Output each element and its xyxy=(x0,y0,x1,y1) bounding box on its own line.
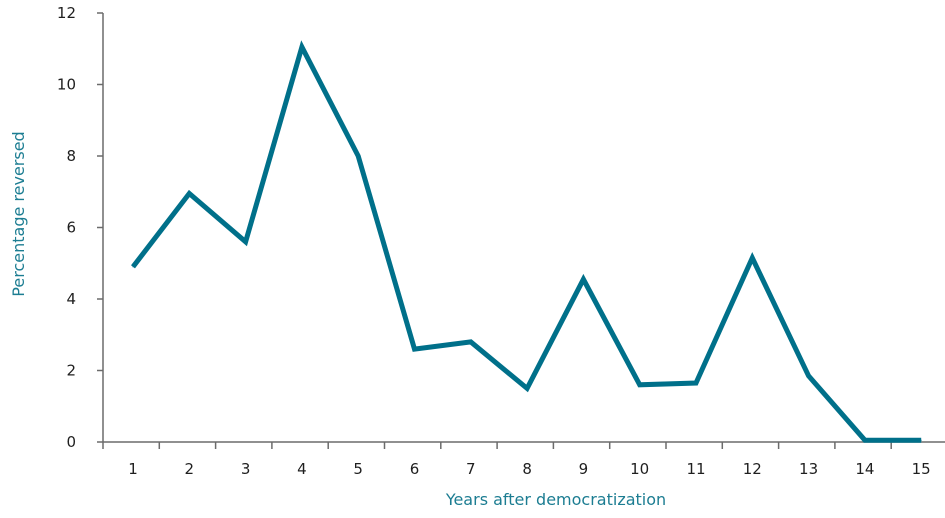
data-point xyxy=(695,382,697,384)
y-tick-label: 8 xyxy=(66,147,76,165)
series-line xyxy=(131,40,922,443)
x-tick-label: 15 xyxy=(912,460,931,478)
data-point xyxy=(470,341,472,343)
data-point xyxy=(864,439,866,441)
data-point xyxy=(526,387,528,389)
data-point xyxy=(357,155,359,157)
x-axis-title: Years after democratization xyxy=(445,490,666,509)
x-tick-label: 4 xyxy=(297,460,307,478)
x-tick-label: 13 xyxy=(799,460,818,478)
x-tick-label: 12 xyxy=(743,460,762,478)
data-point xyxy=(301,46,303,48)
y-tick-label: 2 xyxy=(66,362,76,380)
y-axis: 0 2 4 6 8 10 12 xyxy=(57,4,104,451)
y-tick-label: 0 xyxy=(66,433,76,451)
x-tick-label: 5 xyxy=(353,460,363,478)
x-tick-label: 9 xyxy=(579,460,589,478)
data-point xyxy=(920,439,922,441)
data-point xyxy=(188,193,190,195)
x-tick-label: 11 xyxy=(686,460,705,478)
x-tick-label: 14 xyxy=(855,460,874,478)
y-tick-label: 6 xyxy=(66,219,76,237)
series-group xyxy=(131,40,922,443)
data-point xyxy=(582,278,584,280)
data-point xyxy=(808,375,810,377)
x-axis: 1 2 3 4 5 6 7 8 9 10 11 12 13 14 15 xyxy=(102,441,945,478)
data-point xyxy=(132,266,134,268)
y-tick-label: 4 xyxy=(66,290,76,308)
data-point xyxy=(639,384,641,386)
x-tick-label: 8 xyxy=(522,460,532,478)
x-tick-label: 6 xyxy=(410,460,420,478)
y-axis-title: Percentage reversed xyxy=(9,131,28,296)
y-tick-label: 12 xyxy=(57,4,76,22)
x-tick-label: 2 xyxy=(185,460,195,478)
y-tick-label: 10 xyxy=(57,76,76,94)
data-point xyxy=(751,257,753,259)
data-point xyxy=(414,348,415,350)
data-point xyxy=(245,241,247,243)
x-tick-label: 1 xyxy=(128,460,138,478)
x-tick-label: 10 xyxy=(630,460,649,478)
x-tick-label: 7 xyxy=(466,460,476,478)
x-tick-label: 3 xyxy=(241,460,251,478)
